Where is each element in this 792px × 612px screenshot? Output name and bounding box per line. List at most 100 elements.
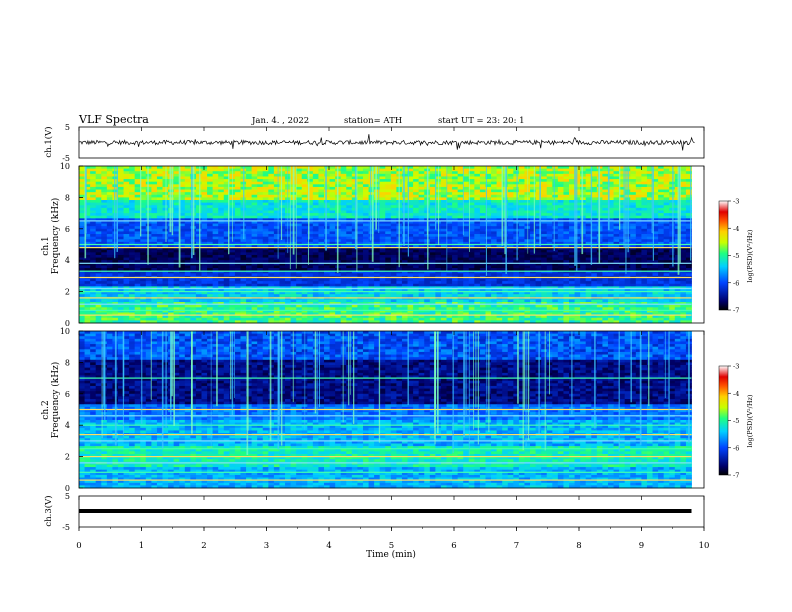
spectrogram-cell	[452, 255, 458, 258]
spectrogram-cell	[536, 255, 542, 258]
spectrogram-cell	[608, 239, 614, 242]
spectrogram-cell	[575, 273, 581, 276]
spectrogram-cell	[135, 273, 141, 276]
spectrogram-cell	[151, 169, 157, 172]
spectrogram-cell	[218, 203, 224, 206]
spectrogram-cell	[664, 279, 670, 282]
spectrogram-cell	[524, 187, 530, 190]
spectrogram-cell	[402, 171, 408, 174]
spectrogram-cell	[157, 184, 163, 187]
spectrogram-cell	[151, 252, 157, 255]
spectrogram-cell	[101, 265, 107, 268]
spectrogram-cell	[547, 205, 553, 208]
spectrogram-cell	[129, 279, 135, 282]
spectrogram-cell	[558, 258, 564, 261]
spectrogram-cell	[246, 281, 252, 284]
spectrogram-cell	[552, 190, 558, 193]
spectrogram-cell	[324, 213, 330, 216]
spectrogram-cell	[469, 258, 475, 261]
spectrogram-cell	[385, 166, 391, 169]
spectrogram-cell	[146, 213, 152, 216]
spectrogram-cell	[257, 174, 263, 177]
spectrogram-cell	[658, 216, 664, 219]
spectrogram-cell	[163, 252, 169, 255]
spectrogram-cell	[196, 226, 202, 229]
spectrogram-cell	[296, 229, 302, 232]
spectrogram-cell	[385, 195, 391, 198]
spectrogram-cell	[129, 284, 135, 287]
spectrogram-cell	[363, 184, 369, 187]
spectrogram-cell	[430, 184, 436, 187]
spectrogram-cell	[168, 281, 174, 284]
spectrogram-cell	[636, 197, 642, 200]
spectrogram-cell	[636, 252, 642, 255]
spectrogram-cell	[419, 229, 425, 232]
spectrogram-cell	[614, 171, 620, 174]
spectrogram-cell	[346, 187, 352, 190]
spectrogram-cell	[530, 255, 536, 258]
spectrogram-cell	[101, 176, 107, 179]
spectrogram-cell	[107, 192, 113, 195]
spectrogram-cell	[441, 176, 447, 179]
spectrogram-cell	[508, 197, 514, 200]
spectrogram-cell	[235, 195, 241, 198]
spectrogram-cell	[330, 231, 336, 234]
spectrogram-cell	[157, 169, 163, 172]
spectrogram-cell	[474, 187, 480, 190]
spectrogram-cell	[101, 166, 107, 169]
spectrogram-cell	[614, 239, 620, 242]
spectrogram-cell	[279, 182, 285, 185]
spectrogram-cell	[524, 229, 530, 232]
spectrogram-cell	[380, 265, 386, 268]
spectrogram-cell	[202, 279, 208, 282]
spectrogram-cell	[680, 224, 686, 227]
spectrogram-cell	[519, 200, 525, 203]
spectrogram-cell	[324, 229, 330, 232]
spectrogram-cell	[391, 210, 397, 213]
spectrogram-cell	[324, 171, 330, 174]
spectrogram-cell	[246, 213, 252, 216]
spectrogram-cell	[385, 184, 391, 187]
spectrogram-cell	[536, 273, 542, 276]
spectrogram-cell	[408, 279, 414, 282]
spectrogram-cell	[296, 203, 302, 206]
spectrogram-cell	[385, 279, 391, 282]
spectrogram-cell	[324, 203, 330, 206]
spectrogram-cell	[274, 255, 280, 258]
spectrogram-cell	[452, 187, 458, 190]
spectrogram-cell	[324, 200, 330, 203]
spectrogram-cell	[124, 258, 130, 261]
spectrogram-cell	[79, 210, 85, 213]
spectrogram-cell	[196, 213, 202, 216]
spectrogram-cell	[380, 184, 386, 187]
spectrogram-cell	[519, 258, 525, 261]
spectrogram-cell	[430, 179, 436, 182]
spectrogram-cell	[296, 179, 302, 182]
spectrogram-cell	[491, 195, 497, 198]
spectrogram-cell	[441, 205, 447, 208]
spectrogram-cell	[352, 279, 358, 282]
spectrogram-cell	[452, 195, 458, 198]
spectrogram-cell	[263, 192, 269, 195]
spectrogram-cell	[129, 179, 135, 182]
spectrogram-cell	[402, 229, 408, 232]
spectrogram-cell	[185, 192, 191, 195]
spectrogram-cell	[213, 176, 219, 179]
spectrogram-cell	[268, 265, 274, 268]
spectrogram-cell	[458, 195, 464, 198]
spectrogram-cell	[569, 190, 575, 193]
spectrogram-cell	[630, 213, 636, 216]
spectrogram-cell	[207, 273, 213, 276]
spectrogram-cell	[218, 229, 224, 232]
spectrogram-cell	[491, 255, 497, 258]
spectrogram-cell	[385, 239, 391, 242]
spectrogram-cell	[90, 210, 96, 213]
spectrogram-cell	[263, 226, 269, 229]
spectrogram-cell	[614, 229, 620, 232]
spectrogram-cell	[664, 258, 670, 261]
spectrogram-cell	[452, 250, 458, 253]
spectrogram-cell	[552, 226, 558, 229]
spectrogram-cell	[185, 250, 191, 253]
spectrogram-cell	[313, 195, 319, 198]
spectrogram-cell	[202, 176, 208, 179]
